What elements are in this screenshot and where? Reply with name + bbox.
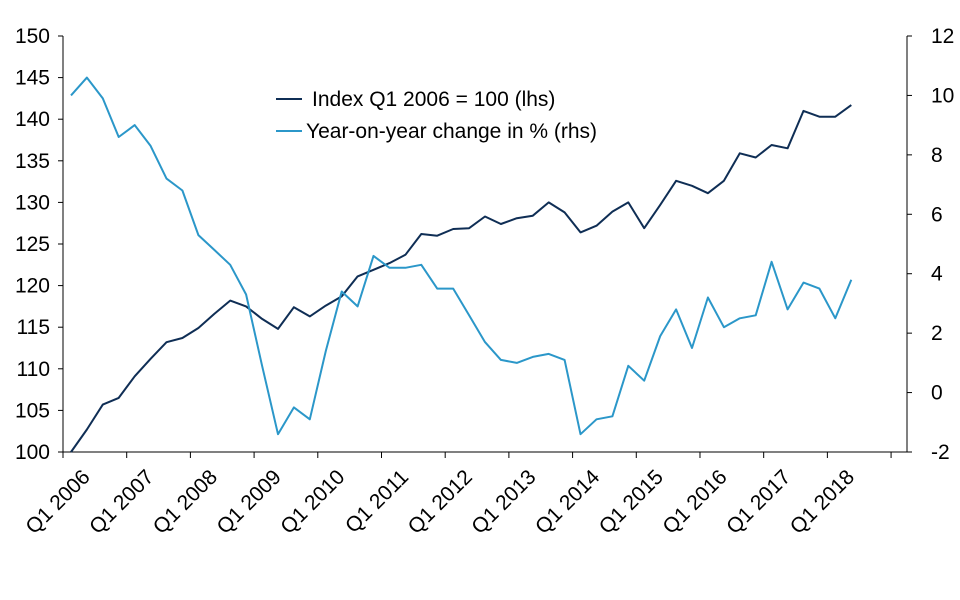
x-tick-label: Q1 2015	[595, 465, 668, 538]
x-tick-label: Q1 2010	[276, 465, 349, 538]
x-tick-label: Q1 2016	[658, 465, 731, 538]
x-tick-label: Q1 2013	[467, 465, 540, 538]
legend-label-yoy: Year-on-year change in % (rhs)	[306, 120, 597, 143]
x-tick-label: Q1 2008	[149, 465, 222, 538]
left-tick-label: 130	[15, 191, 50, 214]
left-tick-label: 120	[15, 275, 50, 298]
x-tick-label: Q1 2018	[786, 465, 859, 538]
right-axis-ticks: -2 0 2 4 6 8 10 12	[907, 25, 954, 464]
x-tick-label: Q1 2007	[85, 465, 158, 538]
right-tick-label: 4	[931, 263, 943, 286]
left-tick-label: 100	[15, 441, 50, 464]
left-tick-label: 105	[15, 399, 50, 422]
x-tick-label: Q1 2012	[404, 465, 477, 538]
right-tick-label: 2	[931, 322, 943, 345]
legend-label-index: Index Q1 2006 = 100 (lhs)	[312, 88, 555, 111]
series-line-yoy-change	[70, 76, 853, 436]
left-tick-label: 150	[15, 25, 50, 48]
right-tick-label: 10	[931, 84, 954, 107]
left-tick-label: 125	[15, 233, 50, 256]
x-tick-label: Q1 2011	[341, 465, 413, 537]
right-tick-label: 12	[931, 25, 954, 48]
right-tick-label: 6	[931, 203, 943, 226]
left-tick-label: 115	[17, 316, 50, 339]
left-tick-label: 140	[15, 108, 50, 131]
x-tick-label: Q1 2009	[213, 465, 286, 538]
right-tick-label: -2	[931, 441, 950, 464]
x-tick-label: Q1 2014	[531, 465, 604, 538]
left-tick-label: 135	[15, 150, 50, 173]
x-tick-label: Q1 2006	[21, 465, 94, 538]
series-line-index	[70, 104, 852, 453]
series-lines	[70, 76, 853, 453]
legend: Index Q1 2006 = 100 (lhs) Year-on-year c…	[276, 88, 597, 143]
left-axis-ticks: 100 105 110 115 120 125 130 135 140 145 150	[15, 25, 63, 464]
left-tick-label: 110	[17, 358, 50, 381]
left-tick-label: 145	[15, 67, 50, 90]
right-tick-label: 8	[931, 144, 943, 167]
right-tick-label: 0	[931, 382, 943, 405]
x-tick-label: Q1 2017	[722, 465, 795, 538]
